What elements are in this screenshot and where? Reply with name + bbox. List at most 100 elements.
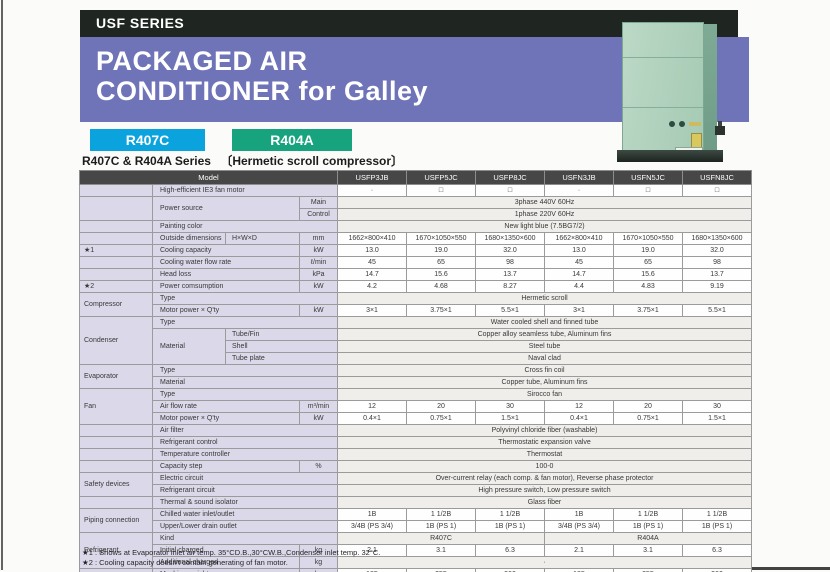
spec-cell: Additional charged <box>152 556 300 569</box>
spec-cell: 1B (PS 1) <box>682 520 752 533</box>
spec-cell: Water cooled shell and finned tube <box>337 316 752 329</box>
page-title-line2: CONDITIONER for Galley <box>96 76 429 106</box>
spec-cell: Refrigerant <box>79 532 153 569</box>
page-title-line1: PACKAGED AIR <box>96 46 308 76</box>
panel-seam <box>623 107 703 108</box>
spec-cell: 3/4B (PS 3/4) <box>337 520 407 533</box>
model-name: USFN3JB <box>544 170 614 185</box>
product-photo <box>607 14 732 166</box>
spec-cell: Power source <box>152 196 300 221</box>
spec-cell: 1670×1050×550 <box>613 232 683 245</box>
spec-cell: Chilled water inlet/outlet <box>152 508 338 521</box>
footnote-1: ★1 : Shows at Evaporator inlet air temp.… <box>82 548 381 557</box>
spec-cell: Capacity step <box>152 460 300 473</box>
footnote-2: ★2 : Cooling capacity doesn't contain ge… <box>82 558 288 567</box>
spec-cell: Power comsumption <box>152 280 300 293</box>
pipe-fitting <box>715 121 725 135</box>
spec-cell: ℓ/min <box>299 256 338 269</box>
spec-cell: m³/min <box>299 400 338 413</box>
spec-cell: Kind <box>152 532 338 545</box>
spec-cell: 1680×1350×600 <box>475 232 545 245</box>
spec-cell: 0.75×1 <box>406 412 476 425</box>
footnotes: ★1 : Shows at Evaporator inlet air temp.… <box>82 548 380 568</box>
spec-cell: kg <box>299 568 338 572</box>
spec-cell: 20 <box>406 400 476 413</box>
spec-cell: 255 <box>613 568 683 572</box>
spec-cell: Cooling water flow rate <box>152 256 300 269</box>
spec-cell: 3.1 <box>406 544 476 557</box>
spec-cell: Motor power × Q'ty <box>152 412 300 425</box>
spec-cell: Material <box>152 376 338 389</box>
spec-cell: 13.7 <box>682 268 752 281</box>
spec-cell: Piping connection <box>79 508 153 533</box>
spec-cell: Type <box>152 364 338 377</box>
spec-cell: 1662×800×410 <box>337 232 407 245</box>
star-marker: ★2 <box>79 280 153 293</box>
spec-cell: Type <box>152 316 338 329</box>
spec-cell: Control <box>299 208 338 221</box>
spec-cell: 6.3 <box>682 544 752 557</box>
panel-seam <box>623 57 703 58</box>
spec-cell: 98 <box>682 256 752 269</box>
star-marker: ★1 <box>79 244 153 257</box>
spec-cell: Machine weight <box>152 568 300 572</box>
spec-cell: 65 <box>406 256 476 269</box>
spec-cell: Cooling capacity <box>152 244 300 257</box>
spec-cell: Tube plate <box>225 352 338 365</box>
spec-cell: Shell <box>225 340 338 353</box>
title-banner: PACKAGED AIR CONDITIONER for Galley <box>80 37 749 122</box>
unit-side-panel <box>702 24 717 152</box>
spec-cell: Initial charged <box>152 544 300 557</box>
checkbox-icon: □ <box>406 184 476 197</box>
spec-cell: 1670×1050×550 <box>406 232 476 245</box>
spec-cell: 360 <box>682 568 752 572</box>
spec-cell <box>79 196 153 221</box>
dash-marker: · <box>544 184 614 197</box>
spec-cell: 1B (PS 1) <box>613 520 683 533</box>
spec-cell: 3×1 <box>337 304 407 317</box>
spec-cell: 3phase 440V 60Hz <box>337 196 752 209</box>
spec-cell: mm <box>299 232 338 245</box>
spec-cell: 1.5×1 <box>682 412 752 425</box>
spec-cell: 2.1 <box>544 544 614 557</box>
spec-cell: Sirocco fan <box>337 388 752 401</box>
spec-cell: Condenser <box>79 316 153 365</box>
spec-cell: 1662×800×410 <box>544 232 614 245</box>
spec-cell: Evaporator <box>79 364 153 389</box>
spec-cell: Type <box>152 388 338 401</box>
spec-cell: 1B <box>544 508 614 521</box>
spec-cell: 100-0 <box>337 460 752 473</box>
spec-cell: 4.68 <box>406 280 476 293</box>
spec-cell: 1680×1350×600 <box>682 232 752 245</box>
model-name: USFP8JC <box>475 170 545 185</box>
compressor-type-bracket: 〔Hermetic scroll compressor〕 <box>220 154 404 168</box>
spec-cell: 32.0 <box>682 244 752 257</box>
spec-cell: 19.0 <box>613 244 683 257</box>
warning-sticker <box>691 133 702 148</box>
spec-cell: Glass fiber <box>337 496 752 509</box>
spec-cell: 9.19 <box>682 280 752 293</box>
spec-cell: 3.1 <box>613 544 683 557</box>
spec-cell: kW <box>299 304 338 317</box>
spec-cell: 12 <box>337 400 407 413</box>
spec-cell: Compressor <box>79 292 153 317</box>
spec-cell: 1 1/2B <box>406 508 476 521</box>
spec-cell: 1 1/2B <box>613 508 683 521</box>
series-subtitle: R407C & R404A Series 〔Hermetic scroll co… <box>82 152 403 169</box>
spec-cell: 1phase 220V 60Hz <box>337 208 752 221</box>
spec-cell: 6.3 <box>475 544 545 557</box>
spec-cell: Refrigerant control <box>152 436 338 449</box>
model-name: USFP3JB <box>337 170 407 185</box>
spec-cell: Hermetic scroll <box>337 292 752 305</box>
spec-cell: New light blue (7.5BG7/2) <box>337 220 752 233</box>
spec-cell: % <box>299 460 338 473</box>
spec-cell: Temperature controller <box>152 448 338 461</box>
spec-cell: Motor power × Q'ty <box>152 304 300 317</box>
spec-cell: 98 <box>475 256 545 269</box>
spec-cell: Cross fin coil <box>337 364 752 377</box>
series-label: USF SERIES <box>96 15 185 31</box>
spec-cell: Naval clad <box>337 352 752 365</box>
latch-icon <box>679 121 685 127</box>
series-subtitle-text: R407C & R404A Series <box>82 154 211 168</box>
spec-cell: 5.5×1 <box>682 304 752 317</box>
